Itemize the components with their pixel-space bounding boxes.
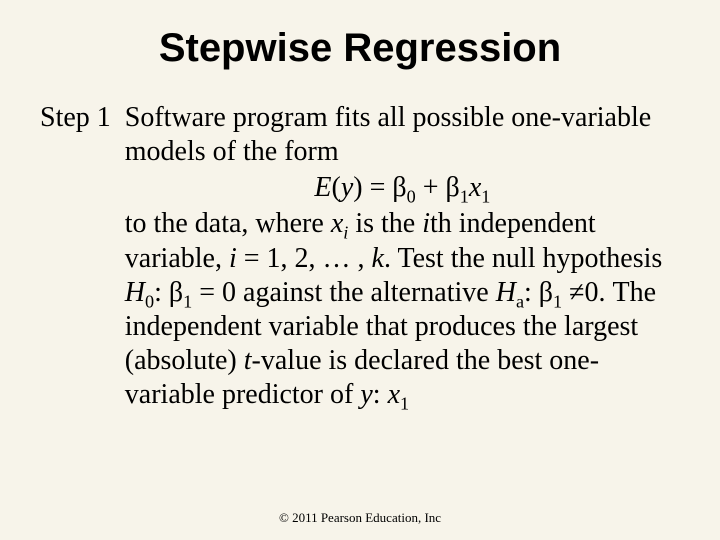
- slide: Stepwise Regression Step 1 Software prog…: [0, 0, 720, 540]
- copyright-footer: © 2011 Pearson Education, Inc: [0, 510, 720, 526]
- body-text-after-equation: to the data, where xi is the ith indepen…: [125, 208, 662, 410]
- body-text-before-equation: Software program fits all possible one-v…: [125, 102, 651, 167]
- step-text: Software program fits all possible one-v…: [125, 101, 680, 412]
- slide-body: Step 1 Software program fits all possibl…: [40, 101, 680, 412]
- equation: E(y) = β0 + β1x1: [125, 171, 680, 205]
- step-label: Step 1: [40, 101, 125, 412]
- slide-title: Stepwise Regression: [40, 26, 680, 71]
